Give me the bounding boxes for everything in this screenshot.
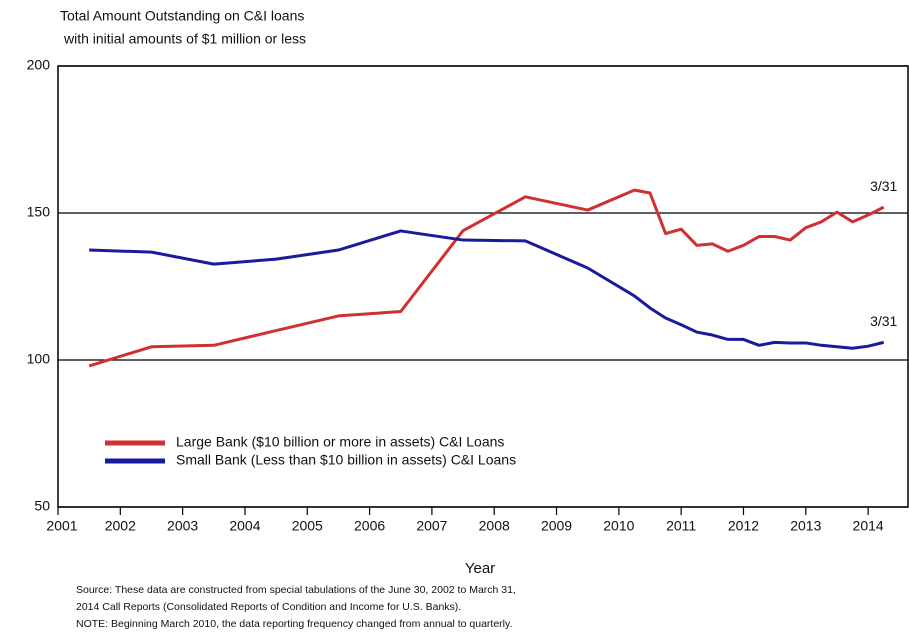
annotation: 3/31	[870, 313, 897, 329]
chart-title: Total Amount Outstanding on C&I loans	[60, 8, 304, 24]
y-tick-label: 150	[27, 204, 51, 220]
x-tick-label: 2012	[728, 518, 759, 534]
x-axis-label: Year	[465, 560, 495, 577]
y-tick-label: 100	[27, 351, 51, 367]
legend-label: Small Bank (Less than $10 billion in ass…	[176, 452, 516, 468]
x-tick-label: 2001	[46, 518, 77, 534]
y-tick-label: 50	[34, 498, 50, 514]
x-tick-label: 2003	[167, 518, 198, 534]
note: 2014 Call Reports (Consolidated Reports …	[76, 601, 461, 613]
x-tick-label: 2010	[603, 518, 634, 534]
x-tick-label: 2011	[666, 518, 696, 534]
chart-title: with initial amounts of $1 million or le…	[63, 31, 306, 47]
series-line	[89, 229, 885, 350]
x-tick-label: 2009	[541, 518, 572, 534]
y-tick-label: 200	[27, 57, 51, 73]
x-tick-label: 2006	[354, 518, 385, 534]
annotation: 3/31	[870, 178, 897, 194]
x-tick-label: 2008	[479, 518, 510, 534]
note: Source: These data are constructed from …	[76, 584, 516, 596]
legend-label: Large Bank ($10 billion or more in asset…	[176, 434, 504, 450]
x-tick-label: 2004	[229, 518, 260, 534]
x-tick-label: 2013	[790, 518, 821, 534]
series-line	[88, 188, 885, 368]
x-tick-label: 2014	[853, 518, 884, 534]
note: NOTE: Beginning March 2010, the data rep…	[76, 618, 512, 630]
x-tick-label: 2007	[416, 518, 447, 534]
x-tick-label: 2005	[292, 518, 323, 534]
x-tick-label: 2002	[105, 518, 136, 534]
